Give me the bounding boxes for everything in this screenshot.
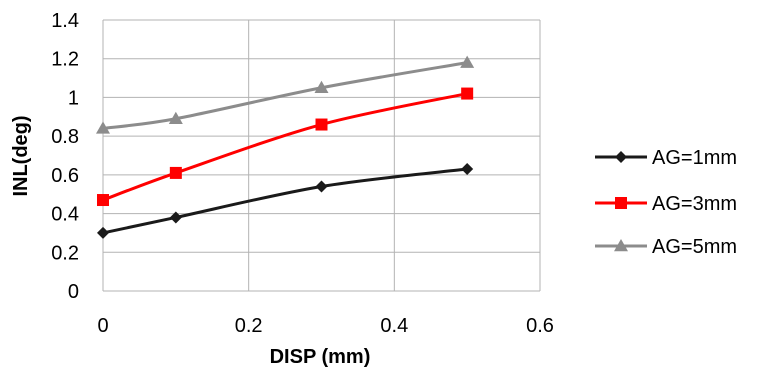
data-point [97,226,109,239]
y-tick-label: 0.4 [51,204,79,226]
y-tick-label: 0.8 [51,126,79,148]
legend-item: AG=5mm [595,236,737,258]
series-ag-1mm [97,163,474,239]
data-point [314,80,329,93]
grid-lines [102,19,541,292]
y-tick-labels: 0 0.2 0.4 0.6 0.8 1 1.2 1.4 [51,10,79,303]
legend-label: AG=1mm [652,147,737,169]
x-tick-label: 0 [97,315,108,337]
data-point [169,166,182,179]
x-tick-label: 0.2 [235,315,263,337]
series-ag-3mm [97,87,474,207]
data-point [315,180,328,193]
x-tick-label: 0.4 [380,315,408,337]
data-point [96,121,110,134]
series-line [102,92,468,202]
series-layer [96,55,475,239]
legend-item: AG=3mm [595,193,737,215]
y-tick-label: 0.6 [51,165,79,187]
series-line [102,61,468,130]
legend-label: AG=5mm [652,236,737,258]
data-point [461,87,474,100]
series-ag-5mm [96,55,475,134]
legend-marker [614,239,628,252]
data-point [169,211,182,224]
x-axis-label: DISP (mm) [270,346,371,368]
data-point [460,55,475,68]
data-point [315,118,328,131]
x-tick-labels: 0 0.2 0.4 0.6 [97,315,553,337]
y-tick-label: 1.4 [51,10,79,32]
y-tick-label: 1.2 [51,49,79,71]
y-axis-label: INL(deg) [10,115,32,196]
y-tick-label: 0 [68,281,79,303]
data-point [97,194,109,207]
x-tick-label: 0.6 [526,315,554,337]
legend-marker [615,197,627,209]
legend-marker [615,151,627,163]
legend-label: AG=3mm [652,193,737,215]
data-point [461,163,474,176]
y-tick-label: 1 [68,87,79,109]
legend: AG=1mm AG=3mm AG=5mm [595,147,737,258]
data-point [168,111,183,124]
legend-item: AG=1mm [595,147,737,169]
y-tick-label: 0.2 [51,242,79,264]
series-line [102,167,468,235]
